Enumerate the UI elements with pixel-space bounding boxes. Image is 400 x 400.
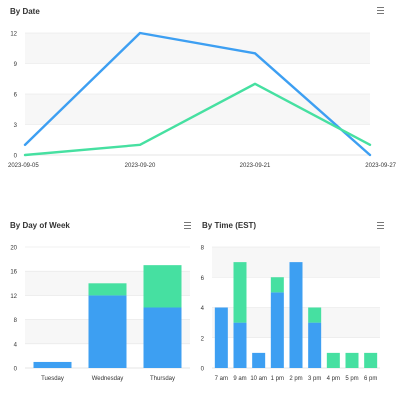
x-tick-label: Wednesday — [92, 376, 124, 382]
bar-segment-blue — [214, 307, 228, 368]
chart-title-by-date: By Date — [10, 7, 40, 16]
bar-segment-blue — [233, 322, 247, 368]
chart-by-day-of-week: 0 4 8 12 16 20 Tuesday Wednesday Thursday — [10, 246, 190, 382]
grid-band — [25, 33, 370, 64]
bar-segment-green — [326, 352, 340, 368]
series-line-green — [23, 82, 372, 157]
chart-title-by-time: By Time (EST) — [202, 221, 257, 230]
bar-segment-blue — [308, 322, 322, 368]
x-tick-label: 6 pm — [364, 376, 377, 382]
bar-segment-blue — [143, 307, 182, 368]
y-tick-label: 2 — [201, 336, 205, 342]
bar-segment-green — [364, 352, 378, 368]
y-tick-label: 3 — [14, 123, 18, 129]
hamburger-menu-icon[interactable] — [377, 222, 385, 230]
bar-segment-green — [143, 265, 182, 308]
panel-by-day-of-week: By Day of Week 0 4 8 12 16 20 Tuesday Wednesday… — [0, 215, 195, 400]
y-tick-label: 20 — [10, 246, 17, 252]
y-tick-label: 0 — [14, 154, 18, 160]
bar-segment-blue — [252, 352, 266, 368]
y-tick-label: 6 — [201, 276, 205, 282]
x-tick-label: Thursday — [150, 376, 175, 382]
y-tick-label: 6 — [14, 93, 18, 99]
y-tick-label: 8 — [201, 246, 205, 252]
grid-band — [25, 94, 370, 125]
x-tick-label: 1 pm — [271, 376, 284, 382]
bar-segment-blue — [88, 295, 127, 368]
y-tick-label: 4 — [201, 306, 205, 312]
y-tick-label: 4 — [14, 342, 18, 348]
y-tick-label: 12 — [10, 294, 17, 300]
y-tick-label: 9 — [14, 62, 18, 68]
y-tick-label: 0 — [14, 367, 18, 373]
x-tick-label: 2023-09-27 — [365, 163, 396, 169]
y-tick-label: 16 — [10, 270, 17, 276]
panel-by-date: By Date 0 3 6 9 12 2023-09-05 2023-09-20 2023-0… — [0, 0, 400, 190]
y-tick-label: 8 — [14, 318, 18, 324]
panel-by-time: By Time (EST) 0 2 4 6 8 7 am 9 am 10 am 1 pm 2 pm… — [195, 215, 400, 400]
bar-segment-green — [308, 307, 322, 323]
bar-segment-blue — [289, 262, 303, 368]
x-tick-label: 2 pm — [289, 376, 302, 382]
bar-segment-green — [88, 283, 127, 296]
y-tick-label: 12 — [10, 32, 17, 38]
hamburger-menu-icon[interactable] — [377, 7, 385, 15]
x-tick-label: Tuesday — [41, 376, 64, 382]
bar-segment-blue — [270, 292, 284, 368]
x-tick-label: 5 pm — [345, 376, 358, 382]
bar-segment-blue — [33, 361, 72, 368]
chart-by-date: 0 3 6 9 12 2023-09-05 2023-09-20 2023-09-21 2023… — [8, 31, 397, 170]
bar-segment-green — [233, 262, 247, 323]
x-tick-label: 3 pm — [308, 376, 321, 382]
series-line-blue — [23, 31, 372, 157]
chart-title-by-day-of-week: By Day of Week — [10, 221, 70, 230]
chart-by-time: 0 2 4 6 8 7 am 9 am 10 am 1 pm 2 pm 3 pm 4 pm 5 pm 6 … — [201, 246, 380, 382]
x-tick-label: 4 pm — [327, 376, 340, 382]
x-tick-label: 2023-09-20 — [125, 163, 156, 169]
y-tick-label: 0 — [201, 367, 205, 373]
x-tick-label: 10 am — [250, 376, 267, 382]
bar-segment-green — [270, 277, 284, 293]
hamburger-menu-icon[interactable] — [184, 222, 192, 230]
x-tick-label: 9 am — [233, 376, 246, 382]
x-tick-label: 2023-09-21 — [240, 163, 271, 169]
x-tick-label: 2023-09-05 — [8, 163, 39, 169]
bar-segment-green — [345, 352, 359, 368]
x-tick-label: 7 am — [215, 376, 228, 382]
